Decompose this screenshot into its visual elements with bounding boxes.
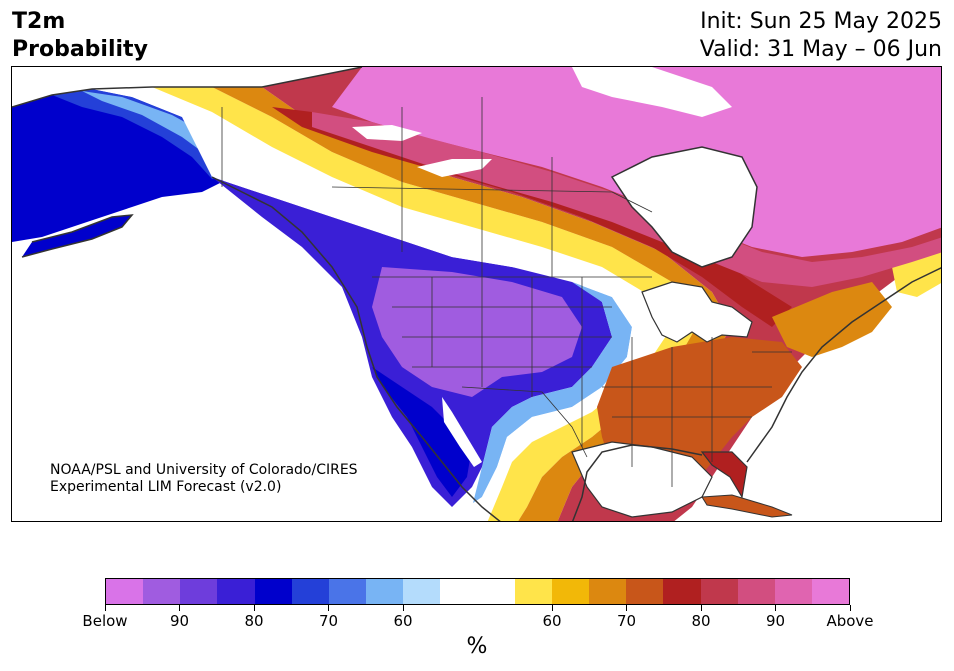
colorbar-swatch bbox=[366, 579, 404, 604]
colorbar-tick-label: 90 bbox=[169, 612, 190, 630]
colorbar-tick-label: 90 bbox=[765, 612, 786, 630]
colorbar-tick bbox=[775, 605, 776, 611]
west-below-strong bbox=[372, 367, 472, 497]
west-below-purple bbox=[372, 267, 582, 397]
colorbar-swatch bbox=[106, 579, 144, 604]
colorbar-tick bbox=[551, 605, 553, 611]
colorbar-tick-label: 60 bbox=[542, 612, 562, 630]
colorbar-swatch bbox=[440, 579, 478, 604]
title-quantity: Probability bbox=[12, 37, 148, 62]
west-below-light bbox=[472, 282, 632, 507]
colorbar-swatch bbox=[217, 579, 255, 604]
colorbar-tick bbox=[402, 605, 404, 611]
colorbar-swatch bbox=[328, 579, 367, 604]
colorbar-tick bbox=[328, 605, 329, 611]
colorbar-tick-label: 80 bbox=[691, 612, 711, 630]
northeast-orange bbox=[772, 282, 892, 357]
credit-line-2: Experimental LIM Forecast (v2.0) bbox=[50, 479, 282, 495]
colorbar-swatch bbox=[774, 579, 812, 604]
colorbar-swatch bbox=[477, 579, 515, 604]
title-variable: T2m bbox=[12, 9, 66, 34]
colorbar-swatch bbox=[180, 579, 218, 604]
colorbar-tick bbox=[253, 605, 255, 611]
figure-title: T2m Probability bbox=[12, 8, 148, 64]
map-canvas bbox=[12, 67, 941, 521]
colorbar-tick bbox=[849, 605, 851, 611]
colorbar-tick-label: Below bbox=[82, 612, 128, 630]
colorbar-tick-labels: Below 90 80 70 60 60 70 80 90 Above bbox=[82, 612, 873, 632]
colorbar-swatch bbox=[663, 579, 701, 604]
colorbar-swatch bbox=[626, 579, 664, 604]
arctic-water bbox=[572, 67, 732, 117]
cuba bbox=[701, 494, 793, 518]
date-info: Init: Sun 25 May 2025 Valid: 31 May – 06… bbox=[700, 8, 942, 64]
colorbar-swatch bbox=[700, 579, 738, 604]
florida bbox=[700, 451, 748, 499]
political-borders bbox=[221, 97, 792, 487]
colorbar-tick-label: 70 bbox=[616, 612, 637, 630]
canada-above-strong bbox=[332, 67, 941, 257]
colorbar-tick bbox=[179, 605, 180, 611]
colorbar-swatch bbox=[514, 579, 552, 604]
probability-map: NOAA/PSL and University of Colorado/CIRE… bbox=[11, 66, 942, 522]
colorbar-swatch bbox=[551, 579, 590, 604]
init-date: Init: Sun 25 May 2025 bbox=[700, 9, 942, 34]
arctic-water-3 bbox=[417, 159, 492, 177]
colorbar-swatch bbox=[811, 579, 850, 604]
colorbar-unit: % bbox=[466, 634, 488, 659]
colorbar-swatch bbox=[291, 579, 329, 604]
colorbar-tick bbox=[700, 605, 702, 611]
credit-line-1: NOAA/PSL and University of Colorado/CIRE… bbox=[50, 462, 358, 478]
coastline bbox=[12, 67, 941, 521]
colorbar-swatch bbox=[589, 579, 627, 604]
colorbar-swatch bbox=[254, 579, 292, 604]
map-credit: NOAA/PSL and University of Colorado/CIRE… bbox=[50, 462, 358, 496]
colorbar-tick bbox=[104, 605, 106, 611]
colorbar-swatch bbox=[737, 579, 775, 604]
colorbar-tick-label: 60 bbox=[393, 612, 413, 630]
colorbar bbox=[105, 578, 850, 605]
alaska-peninsula bbox=[22, 215, 132, 257]
gulf-of-california bbox=[442, 397, 482, 467]
colorbar-swatch bbox=[403, 579, 441, 604]
colorbar-swatch bbox=[143, 579, 181, 604]
hudson-bay bbox=[610, 146, 758, 268]
colorbar-tick-label: Above bbox=[826, 612, 874, 630]
colorbar-tick-label: 70 bbox=[318, 612, 339, 630]
colorbar-tick bbox=[626, 605, 627, 611]
alaska-below-weak bbox=[82, 91, 227, 159]
colorbar-tick-label: 80 bbox=[244, 612, 264, 630]
arctic-water-2 bbox=[352, 125, 422, 141]
valid-date: Valid: 31 May – 06 Jun bbox=[699, 37, 942, 62]
great-lakes bbox=[641, 281, 753, 343]
colorbar-ticks bbox=[104, 605, 851, 615]
